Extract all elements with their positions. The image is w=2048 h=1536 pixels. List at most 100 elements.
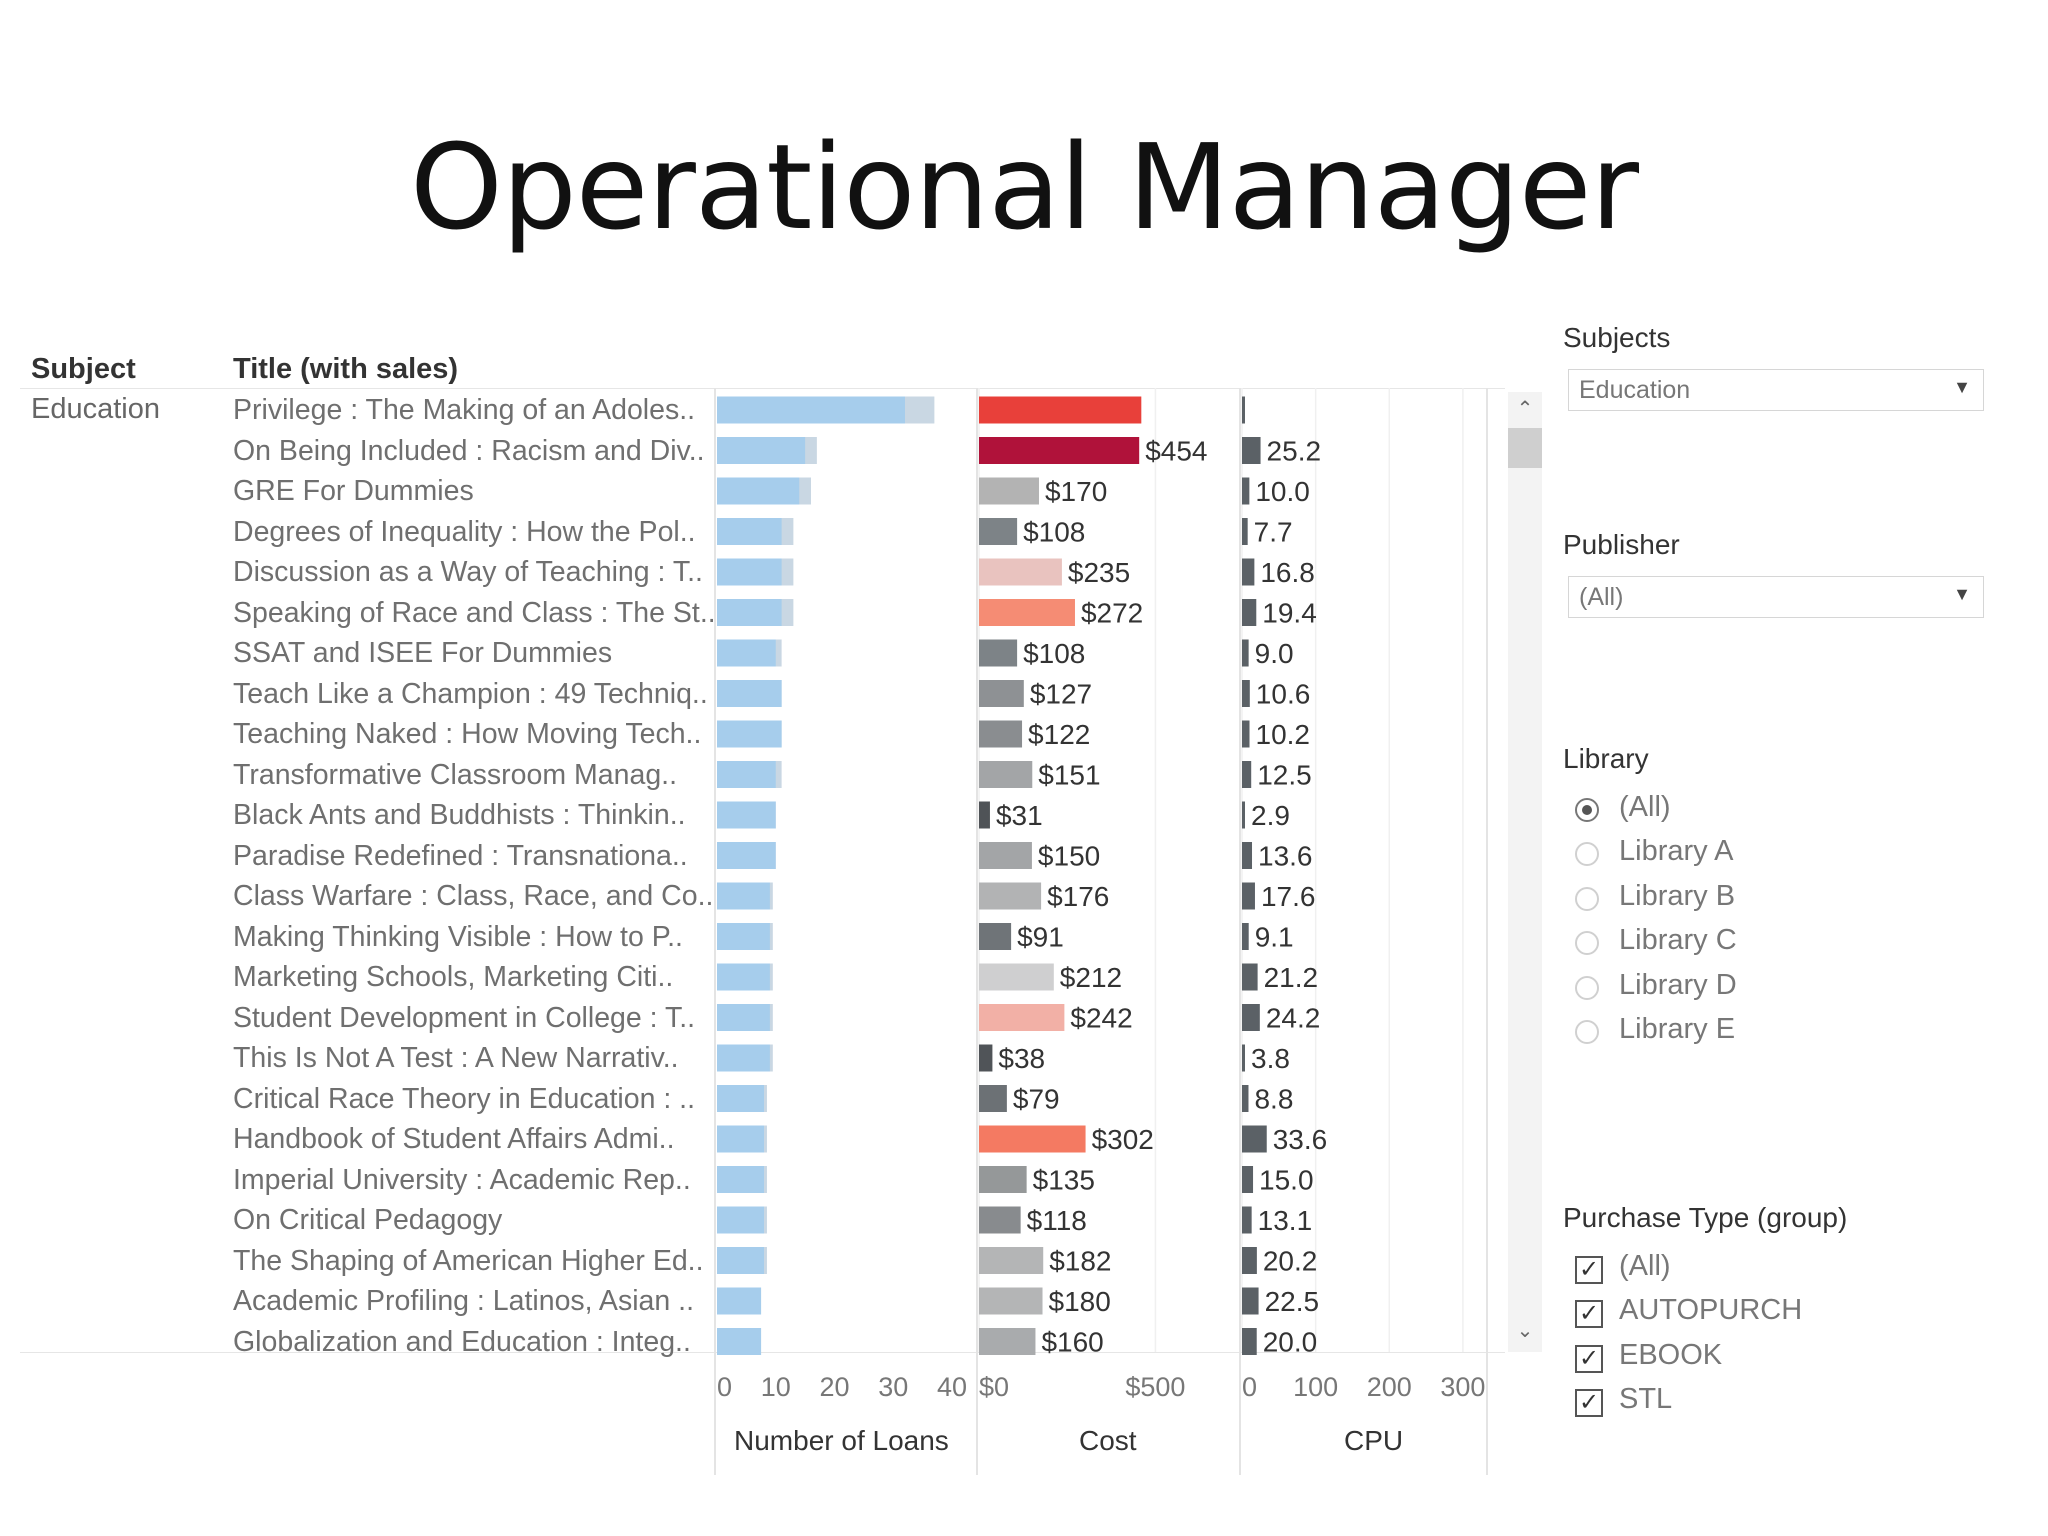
- cpu-data-label: 10.0: [1255, 476, 1310, 507]
- title-row-label[interactable]: Black Ants and Buddhists : Thinkin..: [233, 799, 686, 831]
- cpu-bar: [1242, 882, 1255, 910]
- cpu-data-label: 15.0: [1259, 1165, 1314, 1196]
- cost-data-label: $135: [1033, 1165, 1095, 1196]
- cpu-bar: [1242, 518, 1248, 545]
- cost-data-label: $235: [1068, 557, 1130, 588]
- cpu-data-label: 13.6: [1258, 841, 1313, 872]
- loans-bar: [717, 963, 770, 991]
- subjects-dropdown-value: Education: [1579, 376, 1691, 404]
- title-column-header: Title (with sales): [233, 353, 459, 385]
- scroll-down-icon[interactable]: ⌄: [1516, 1320, 1534, 1342]
- title-row-label[interactable]: Privilege : The Making of an Adoles..: [233, 394, 696, 426]
- cost-data-label: $150: [1038, 841, 1100, 872]
- cpu-bar: [1242, 1328, 1257, 1355]
- title-row-label[interactable]: Handbook of Student Affairs Admi..: [233, 1123, 675, 1155]
- cpu-data-label: 2.9: [1251, 800, 1290, 831]
- publisher-dropdown-value: (All): [1579, 583, 1624, 611]
- title-row-label[interactable]: Academic Profiling : Latinos, Asian ..: [233, 1285, 694, 1317]
- title-row-label[interactable]: Critical Race Theory in Education : ..: [233, 1082, 696, 1115]
- title-row-label[interactable]: On Being Included : Racism and Div..: [233, 434, 705, 467]
- cpu-bar: [1242, 680, 1250, 707]
- subject-column-header: Subject: [31, 353, 136, 385]
- title-row-label[interactable]: Making Thinking Visible : How to P..: [233, 920, 683, 953]
- title-row-label[interactable]: Discussion as a Way of Teaching : T..: [233, 556, 703, 588]
- axis-title-loans: Number of Loans: [734, 1425, 949, 1456]
- cpu-data-label: 19.4: [1262, 598, 1317, 629]
- checkbox-checked-icon: ✓: [1575, 1300, 1603, 1328]
- title-row-label[interactable]: Speaking of Race and Class : The St..: [233, 596, 713, 629]
- title-row-label[interactable]: GRE For Dummies: [233, 475, 474, 507]
- cpu-data-label: 9.1: [1255, 922, 1294, 953]
- vertical-scrollbar[interactable]: [1508, 392, 1542, 1352]
- title-row-label[interactable]: Student Development in College : T..: [233, 1001, 696, 1034]
- publisher-dropdown[interactable]: (All) ▼: [1568, 576, 1984, 618]
- cost-bar: [979, 639, 1018, 667]
- title-row-label[interactable]: Teaching Naked : How Moving Tech..: [233, 718, 702, 750]
- loans-bar: [717, 1125, 764, 1153]
- loans-bar: [717, 639, 776, 667]
- title-row-label[interactable]: Imperial University : Academic Rep..: [233, 1163, 691, 1196]
- cpu-bar: [1242, 963, 1258, 991]
- title-row-label[interactable]: SSAT and ISEE For Dummies: [233, 637, 613, 669]
- cost-bar: [979, 720, 1023, 748]
- loans-bar: [717, 1166, 764, 1193]
- radio-icon: [1575, 842, 1599, 866]
- publisher-filter-label: Publisher: [1563, 529, 1680, 560]
- cpu-bar: [1242, 761, 1252, 788]
- cost-bar: [979, 1004, 1065, 1031]
- cost-bar: [979, 1085, 1007, 1112]
- library-filter-label: Library: [1563, 743, 1649, 774]
- cost-bar: [979, 1328, 1036, 1355]
- title-row-label[interactable]: The Shaping of American Higher Ed..: [233, 1244, 704, 1277]
- title-row-label[interactable]: Degrees of Inequality : How the Pol..: [233, 515, 696, 548]
- loans-bar: [717, 842, 776, 869]
- loans-bar: [717, 437, 806, 464]
- cpu-data-label: 17.6: [1261, 881, 1316, 912]
- chevron-down-icon: ▼: [1953, 584, 1971, 604]
- cpu-tick-label: 300: [1440, 1372, 1485, 1402]
- loans-bar: [717, 477, 800, 505]
- subjects-dropdown[interactable]: Education ▼: [1568, 369, 1984, 411]
- cpu-bar: [1242, 801, 1245, 829]
- title-row-label[interactable]: Teach Like a Champion : 49 Techniq..: [233, 677, 708, 710]
- cpu-data-label: 24.2: [1266, 1003, 1321, 1034]
- cost-data-label: $108: [1023, 517, 1085, 548]
- cpu-data-label: 22.5: [1265, 1286, 1320, 1317]
- title-row-label[interactable]: Class Warfare : Class, Race, and Co..: [233, 880, 713, 912]
- loans-bar: [717, 518, 782, 545]
- cpu-bar: [1242, 1085, 1249, 1112]
- radio-selected-icon: [1575, 798, 1599, 822]
- cost-bar: [979, 437, 1140, 464]
- scrollbar-thumb[interactable]: [1508, 428, 1542, 468]
- cost-bar: [979, 518, 1018, 545]
- cpu-data-label: 16.8: [1260, 557, 1315, 588]
- cpu-data-label: 25.2: [1267, 436, 1322, 467]
- scroll-up-icon[interactable]: ⌃: [1516, 398, 1534, 420]
- cost-data-label: $212: [1060, 962, 1122, 993]
- cost-data-label: $182: [1049, 1246, 1111, 1277]
- cpu-bar: [1242, 842, 1253, 869]
- cost-bar: [979, 1247, 1044, 1274]
- title-row-label[interactable]: On Critical Pedagogy: [233, 1204, 503, 1236]
- cpu-bar: [1242, 1287, 1259, 1315]
- cpu-data-label: 3.8: [1251, 1043, 1290, 1074]
- title-row-label[interactable]: This Is Not A Test : A New Narrativ..: [233, 1042, 679, 1074]
- cost-bar: [979, 842, 1032, 869]
- loans-tick-label: 30: [878, 1372, 908, 1402]
- cost-bar: [979, 1125, 1086, 1153]
- cpu-bar: [1242, 477, 1250, 505]
- cpu-bar: [1242, 396, 1245, 424]
- cost-data-label: $31: [996, 800, 1043, 831]
- cpu-data-label: 8.8: [1254, 1084, 1293, 1115]
- title-row-label[interactable]: Globalization and Education : Integ..: [233, 1325, 691, 1358]
- title-row-label[interactable]: Marketing Schools, Marketing Citi..: [233, 961, 674, 993]
- cost-data-label: $272: [1081, 598, 1143, 629]
- cpu-data-label: 10.2: [1256, 719, 1311, 750]
- loans-bar: [717, 1287, 762, 1315]
- loans-tick-label: 0: [717, 1372, 732, 1402]
- title-row-label[interactable]: Paradise Redefined : Transnationa..: [233, 839, 688, 872]
- title-row-label[interactable]: Transformative Classroom Manag..: [233, 758, 678, 791]
- cost-bar: [979, 477, 1039, 505]
- cost-tick-label: $500: [1125, 1372, 1185, 1402]
